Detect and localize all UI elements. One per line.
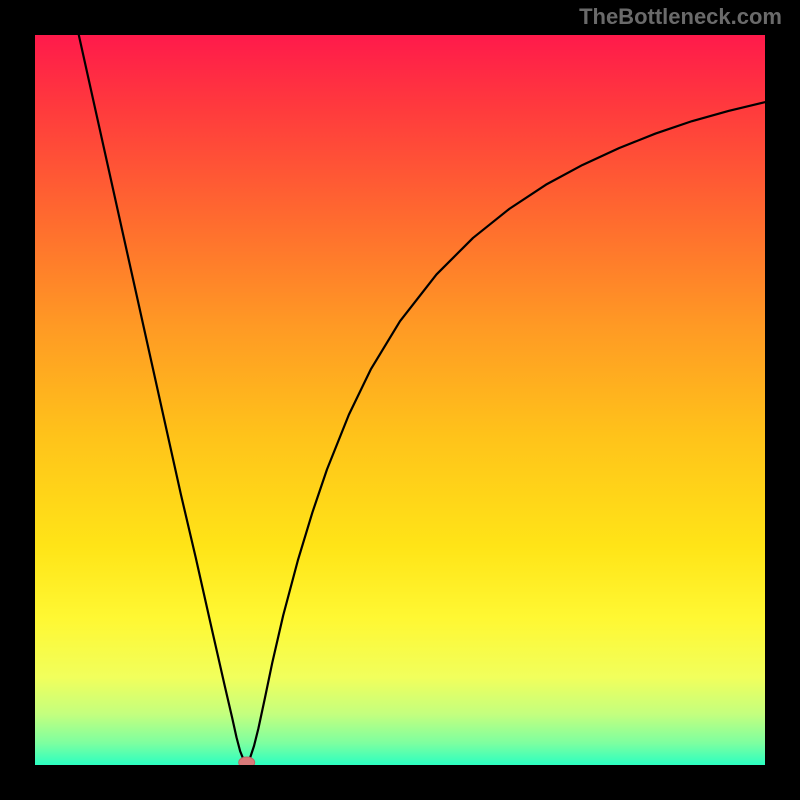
plot-area xyxy=(35,35,765,765)
minimum-marker xyxy=(239,757,255,765)
chart-container: TheBottleneck.com xyxy=(0,0,800,800)
bottleneck-curve xyxy=(79,35,765,764)
watermark-text: TheBottleneck.com xyxy=(579,4,782,30)
curve-layer xyxy=(35,35,765,765)
